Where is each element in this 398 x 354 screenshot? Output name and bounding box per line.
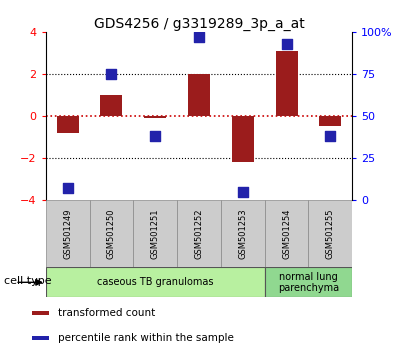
Bar [101,95,123,116]
Point [108,71,115,77]
Text: GSM501250: GSM501250 [107,209,116,259]
Bar [276,51,298,116]
Bar [265,267,352,297]
Point [283,41,290,46]
Bar [32,311,49,315]
Bar [144,116,166,118]
Bar [188,74,210,116]
Title: GDS4256 / g3319289_3p_a_at: GDS4256 / g3319289_3p_a_at [94,17,304,31]
Bar [320,116,341,126]
Text: caseous TB granulomas: caseous TB granulomas [97,277,213,287]
Text: GSM501253: GSM501253 [238,208,247,259]
Bar [221,200,265,267]
Bar [133,200,177,267]
Text: percentile rank within the sample: percentile rank within the sample [58,333,234,343]
Bar [265,200,308,267]
Bar [46,267,265,297]
Bar [177,200,221,267]
Text: GSM501249: GSM501249 [63,209,72,259]
Text: GSM501255: GSM501255 [326,209,335,259]
Text: GSM501251: GSM501251 [151,209,160,259]
Text: normal lung
parenchyma: normal lung parenchyma [278,272,339,293]
Point [152,133,158,139]
Point [196,34,202,40]
Bar [232,116,254,162]
Point [64,185,71,191]
Text: cell type: cell type [4,275,52,286]
Bar [308,200,352,267]
Bar [57,116,79,133]
Text: transformed count: transformed count [58,308,155,318]
Bar [90,200,133,267]
Text: GSM501254: GSM501254 [282,209,291,259]
Bar [32,336,49,340]
Bar [46,200,90,267]
Text: GSM501252: GSM501252 [195,209,203,259]
Point [240,189,246,194]
Point [327,133,334,139]
